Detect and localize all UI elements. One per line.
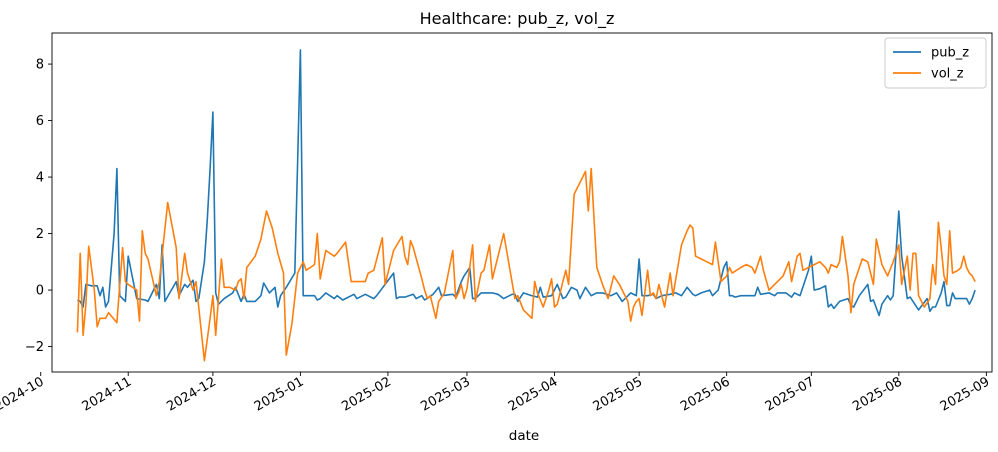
legend-label-pub_z: pub_z xyxy=(931,46,969,61)
legend-label-vol_z: vol_z xyxy=(931,67,964,82)
legend-box xyxy=(884,37,987,89)
y-tick-label: 0 xyxy=(36,284,44,299)
axes-frame xyxy=(51,32,993,373)
y-tick-label: 6 xyxy=(36,114,44,129)
series-line-vol_z xyxy=(76,167,976,362)
x-axis-title: date xyxy=(509,428,539,444)
y-tick-label: 8 xyxy=(36,58,44,73)
chart-title: Healthcare: pub_z, vol_z xyxy=(420,9,615,29)
y-tick-label: 4 xyxy=(36,171,44,186)
y-tick-label: −2 xyxy=(25,340,44,355)
y-tick-label: 2 xyxy=(36,227,44,242)
